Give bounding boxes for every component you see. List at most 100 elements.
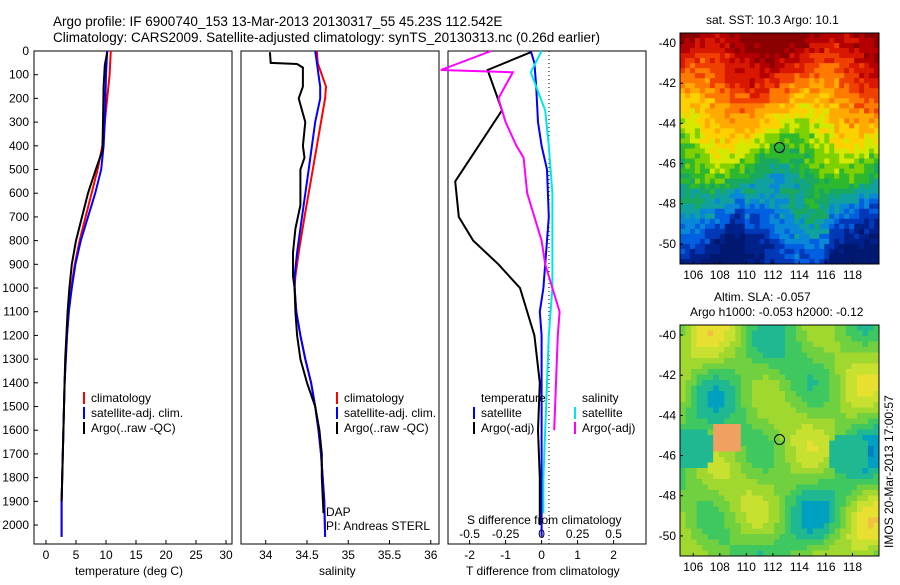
sla-cell	[718, 550, 725, 557]
sst-cell	[829, 63, 835, 69]
sla-cell	[829, 506, 836, 513]
sla-cell	[829, 545, 836, 551]
sst-cell	[704, 223, 711, 230]
sst-cell	[859, 98, 865, 104]
sst-cell	[869, 193, 875, 200]
sla-cell	[702, 385, 709, 392]
sla-cell	[680, 385, 686, 392]
sst-cell	[719, 188, 726, 195]
sst-cell	[764, 148, 770, 154]
sst-cell	[699, 258, 706, 265]
sst-cell	[729, 243, 736, 250]
sst-cell	[684, 98, 691, 104]
sst-cell	[684, 153, 691, 159]
sst-cell	[854, 123, 860, 129]
sst-cell	[764, 258, 770, 265]
argo-position-marker	[774, 141, 785, 153]
sst-cell	[854, 203, 860, 210]
sla-cell	[707, 479, 714, 485]
dap-label: DAP	[326, 505, 351, 519]
sst-cell	[680, 108, 686, 114]
sst-cell	[754, 223, 761, 230]
sst-cell	[719, 168, 726, 175]
sla-cell	[851, 402, 858, 408]
sst-cell	[749, 248, 756, 255]
sst-cell	[704, 248, 711, 255]
sla-cell	[773, 402, 780, 408]
sst-cell	[819, 68, 825, 74]
sst-cell	[704, 43, 711, 49]
sla-cell	[751, 506, 758, 513]
sla-cell	[729, 534, 736, 540]
sst-cell	[759, 93, 765, 99]
sst-cell	[829, 238, 835, 245]
sst-cell	[754, 133, 761, 139]
sst-cell	[724, 68, 731, 74]
sla-cell	[807, 457, 814, 463]
sst-cell	[864, 98, 870, 104]
sst-cell	[744, 93, 751, 99]
sst-cell	[729, 233, 736, 240]
sst-cell	[839, 173, 845, 180]
sst-cell	[804, 83, 810, 89]
sla-cell	[823, 473, 830, 480]
sst-cell	[699, 183, 706, 190]
sst-cell	[749, 258, 756, 265]
sla-cell	[702, 347, 709, 353]
sla-cell	[818, 330, 825, 337]
sst-cell	[854, 163, 860, 169]
sla-cell	[779, 358, 786, 364]
sst-cell	[739, 113, 746, 119]
sst-cell	[839, 48, 845, 54]
sla-cell	[823, 418, 830, 425]
sla-cell	[873, 528, 880, 535]
sla-cell	[702, 407, 709, 414]
sst-cell	[749, 218, 756, 225]
sst-cell	[839, 103, 845, 109]
sst-cell	[789, 258, 795, 265]
sst-cell	[849, 123, 855, 129]
sst-cell	[839, 88, 845, 94]
sst-cell	[759, 233, 765, 240]
salinity-tick-label: 34.5	[295, 548, 319, 562]
sla-cell	[691, 506, 697, 513]
sst-cell	[839, 78, 845, 84]
sla-cell	[740, 391, 747, 397]
sst-cell	[859, 153, 865, 159]
lat-tick-label: -50	[659, 237, 677, 251]
sst-cell	[719, 253, 726, 260]
sla-cell	[851, 512, 858, 518]
sla-cell	[867, 336, 874, 342]
sla-cell	[840, 369, 847, 375]
sla-cell	[796, 539, 803, 546]
sst-cell	[724, 38, 731, 44]
sla-cell	[779, 424, 786, 430]
sla-cell	[818, 385, 825, 392]
sst-cell	[729, 93, 736, 99]
sla-cell	[823, 517, 830, 524]
sst-cell	[724, 108, 731, 114]
sst-cell	[709, 248, 716, 255]
sla-cell	[691, 391, 697, 397]
sst-cell	[744, 243, 751, 250]
sla-cell	[707, 385, 714, 392]
sst-cell	[704, 243, 711, 250]
sla-cell	[680, 325, 686, 331]
sst-cell	[839, 163, 845, 169]
sla-cell	[812, 380, 819, 386]
sst-cell	[724, 248, 731, 255]
sst-cell	[869, 143, 875, 149]
sst-cell	[694, 148, 701, 154]
sst-cell	[739, 153, 746, 159]
sst-cell	[779, 253, 785, 260]
sst-cell	[859, 198, 865, 205]
sla-cell	[746, 506, 753, 513]
sla-cell	[713, 341, 720, 348]
sla-cell	[729, 539, 736, 546]
sla-cell	[801, 468, 808, 474]
sla-cell	[840, 341, 847, 348]
sla-cell	[851, 451, 858, 458]
sst-cell	[819, 203, 825, 210]
sla-cell	[818, 495, 825, 502]
sst-cell	[739, 208, 746, 215]
